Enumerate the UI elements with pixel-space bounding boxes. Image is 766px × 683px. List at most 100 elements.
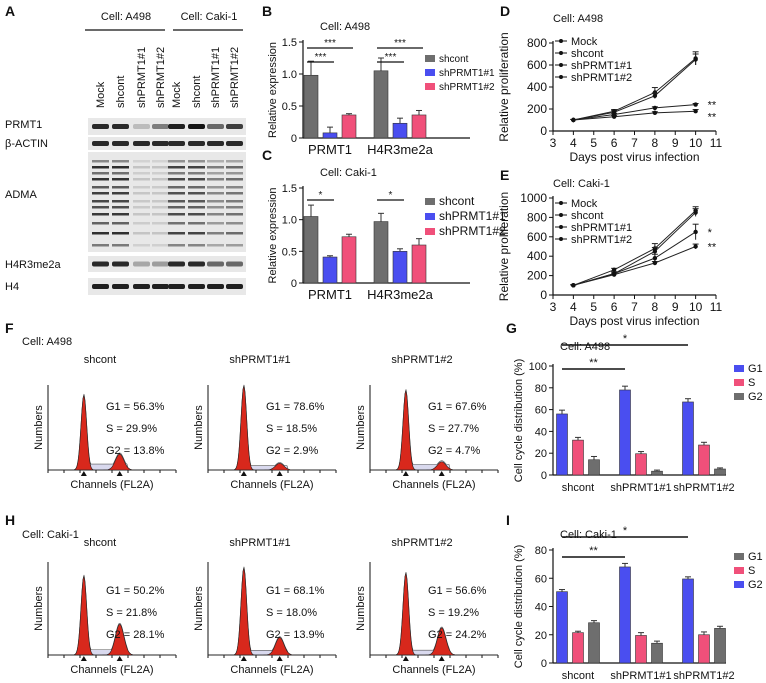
legend-label: shcont bbox=[439, 54, 469, 65]
legend-label: S bbox=[748, 565, 755, 577]
y-tick-label: 0 bbox=[291, 278, 297, 290]
blot-lane-label: shPRMT1#2 bbox=[229, 47, 241, 108]
y-axis-label: Cell cycle distribution (%) bbox=[513, 545, 525, 668]
blot-band bbox=[226, 244, 243, 247]
blot-band bbox=[152, 186, 169, 189]
phase-percentage: G2 = 2.9% bbox=[266, 445, 319, 457]
blot-band bbox=[207, 222, 224, 225]
blot-band bbox=[188, 141, 205, 146]
blot-band bbox=[92, 206, 109, 209]
blot-band bbox=[92, 124, 109, 129]
x-axis-label: Days post virus infection bbox=[569, 314, 699, 328]
g2-peak bbox=[208, 463, 336, 471]
x-tick-label: 7 bbox=[631, 300, 638, 314]
phase-percentage: S = 27.7% bbox=[428, 423, 479, 435]
x-tick-label: shPRMT1#1 bbox=[610, 670, 671, 682]
blot-band bbox=[168, 192, 185, 195]
blot-band bbox=[226, 261, 243, 267]
blot-band bbox=[168, 160, 185, 163]
blot-band bbox=[133, 186, 150, 189]
sample-title: shcont bbox=[84, 354, 116, 366]
blot-band bbox=[92, 186, 109, 189]
bar bbox=[682, 578, 694, 664]
x-tick-label: 11 bbox=[710, 300, 723, 314]
bar bbox=[341, 114, 357, 139]
blot-lane-label: shcont bbox=[191, 76, 203, 108]
legend-label: Mock bbox=[571, 36, 598, 48]
legend-marker bbox=[559, 51, 563, 55]
x-tick-label: 3 bbox=[550, 300, 557, 314]
legend-label: G2 bbox=[748, 579, 763, 591]
legend-label: shPRMT1#2 bbox=[439, 82, 495, 93]
x-tick-label: 5 bbox=[590, 136, 597, 150]
x-tick-label: H4R3me2a bbox=[367, 142, 434, 157]
blot-band bbox=[188, 244, 205, 247]
y-tick-label: 400 bbox=[527, 249, 547, 263]
sample-title: shPRMT1#1 bbox=[229, 537, 290, 549]
series-line bbox=[573, 210, 696, 286]
peak-marker-icon bbox=[80, 471, 87, 476]
blot-band bbox=[133, 172, 150, 175]
blot-band bbox=[168, 124, 185, 129]
series-line bbox=[573, 104, 696, 121]
blot-band bbox=[92, 166, 109, 169]
x-tick-label: H4R3me2a bbox=[367, 287, 434, 302]
blot-band bbox=[168, 206, 185, 209]
blot-band bbox=[112, 166, 129, 169]
blot-band bbox=[207, 192, 224, 195]
x-tick-label: 7 bbox=[631, 136, 638, 150]
bar bbox=[651, 642, 663, 664]
data-point-triangle-down bbox=[693, 109, 698, 114]
blot-band bbox=[188, 222, 205, 225]
data-point-triangle-down bbox=[693, 244, 698, 249]
y-tick-label: 800 bbox=[527, 36, 547, 50]
blot-band bbox=[168, 200, 185, 203]
blot-band bbox=[226, 186, 243, 189]
blot-band bbox=[226, 166, 243, 169]
phase-percentage: G2 = 13.9% bbox=[266, 629, 325, 641]
series-line bbox=[573, 246, 696, 286]
blot-band bbox=[92, 172, 109, 175]
panel-label-B: B bbox=[262, 3, 272, 19]
data-point-triangle-down bbox=[571, 283, 576, 288]
bar bbox=[373, 70, 389, 139]
data-point-triangle-down bbox=[611, 272, 617, 277]
bar bbox=[588, 459, 600, 476]
significance-label: *** bbox=[394, 38, 406, 49]
legend-swatch bbox=[734, 567, 744, 574]
flow-panel-title: Cell: Caki-1 bbox=[22, 529, 79, 541]
significance-label: ** bbox=[708, 112, 717, 124]
blot-band bbox=[133, 166, 150, 169]
bar bbox=[322, 256, 338, 284]
chart-title: Cell: Caki-1 bbox=[320, 167, 377, 179]
blot-band bbox=[207, 124, 224, 129]
phase-percentage: S = 19.2% bbox=[428, 607, 479, 619]
blot-band bbox=[92, 141, 109, 146]
chart-title: Cell: Caki-1 bbox=[560, 529, 617, 541]
bar bbox=[588, 622, 600, 664]
peak-marker-icon bbox=[240, 656, 247, 661]
panel-label-D: D bbox=[500, 3, 510, 19]
sample-title: shcont bbox=[84, 537, 116, 549]
blot-row-label: β-ACTIN bbox=[5, 138, 48, 150]
blot-band bbox=[152, 178, 169, 181]
y-tick-label: 0.5 bbox=[282, 101, 297, 113]
blot-band bbox=[188, 192, 205, 195]
bar bbox=[303, 74, 319, 139]
y-tick-label: 0 bbox=[291, 133, 297, 145]
y-tick-label: 60 bbox=[535, 405, 547, 417]
phase-percentage: G2 = 28.1% bbox=[106, 629, 165, 641]
legend-swatch bbox=[425, 55, 435, 62]
blot-band bbox=[133, 178, 150, 181]
y-tick-label: 80 bbox=[535, 545, 547, 557]
blot-band bbox=[168, 261, 185, 267]
blot-band bbox=[152, 206, 169, 209]
blot-band bbox=[112, 186, 129, 189]
blot-lane-label: shPRMT1#2 bbox=[155, 47, 167, 108]
blot-band bbox=[112, 206, 129, 209]
significance-label: *** bbox=[385, 52, 397, 63]
blot-band bbox=[133, 261, 150, 267]
legend-label: shcont bbox=[439, 194, 475, 208]
blot-band bbox=[112, 124, 129, 129]
